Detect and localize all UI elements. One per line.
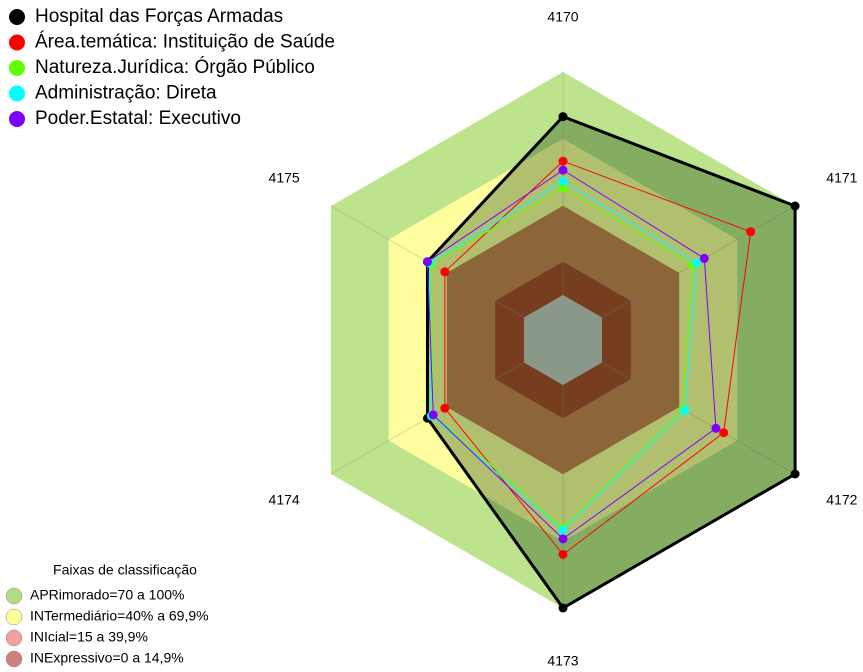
point — [790, 469, 800, 479]
center-hole — [524, 295, 602, 385]
point — [440, 403, 450, 413]
point — [558, 549, 568, 559]
band-legend-label: INExpressivo=0 a 14,9% — [30, 650, 184, 666]
point — [440, 267, 450, 277]
point — [680, 405, 690, 415]
point — [692, 258, 702, 268]
band-legend-marker — [5, 629, 23, 647]
point — [558, 525, 568, 535]
bands-title: Faixas de classificação — [53, 562, 197, 578]
point — [558, 176, 568, 186]
point — [558, 156, 568, 166]
band — [495, 261, 631, 419]
point — [790, 201, 800, 211]
legend-label: Hospital das Forças Armadas — [35, 6, 283, 27]
category-label: 4175 — [269, 170, 300, 186]
point — [719, 428, 729, 438]
point — [422, 257, 432, 267]
category-label: 4171 — [826, 170, 857, 186]
legend-label: Área.temática: Instituição de Saúde — [35, 32, 335, 53]
legend-marker — [9, 34, 25, 51]
point — [428, 410, 438, 420]
band-legend-marker — [5, 650, 23, 668]
legend-label: Poder.Estatal: Executivo — [35, 108, 241, 129]
legend-label: Administração: Direta — [35, 83, 217, 104]
band-legend-label: APRimorado=70 a 100% — [30, 587, 185, 603]
legend-marker — [9, 111, 25, 127]
point — [711, 423, 721, 433]
point — [699, 253, 709, 263]
category-label: 4174 — [269, 492, 300, 508]
point — [558, 112, 568, 122]
point — [558, 183, 568, 193]
point — [558, 534, 568, 544]
point — [558, 165, 568, 175]
legend-marker — [9, 60, 25, 76]
legend-marker — [9, 85, 25, 102]
band-legend-label: INTermediário=40% a 69,9% — [30, 608, 209, 624]
band-legend-marker — [5, 608, 23, 626]
point — [558, 603, 568, 613]
legend-marker — [9, 9, 25, 25]
category-label: 4173 — [547, 653, 578, 669]
point — [746, 227, 756, 237]
band — [446, 205, 680, 475]
spoke — [601, 362, 796, 475]
legend-label: Natureza.Jurídica: Órgão Público — [35, 56, 315, 78]
band-legend-marker — [5, 587, 23, 605]
band-legend-label: INIcial=15 a 39,9% — [30, 629, 148, 645]
category-label: 4172 — [826, 492, 857, 508]
category-label: 4170 — [547, 9, 578, 25]
